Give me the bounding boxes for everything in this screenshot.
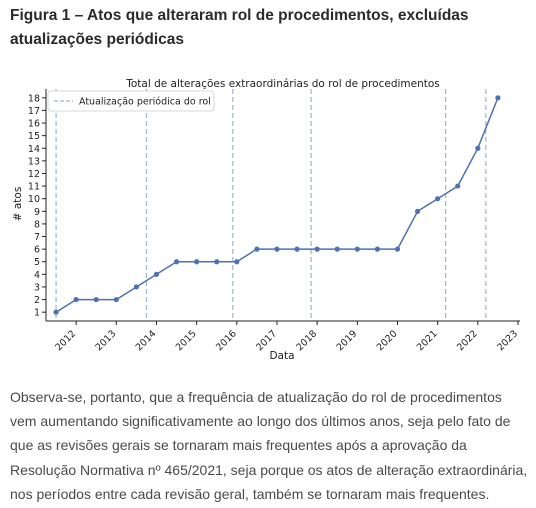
data-point xyxy=(173,259,180,265)
x-tick-label: 2020 xyxy=(375,328,400,353)
data-point xyxy=(234,259,240,265)
y-tick-label: 5 xyxy=(34,257,40,268)
x-tick-label: 2018 xyxy=(294,328,319,353)
data-point xyxy=(133,284,139,290)
x-tick-label: 2014 xyxy=(134,328,159,353)
data-point xyxy=(254,246,260,252)
y-tick-label: 9 xyxy=(34,207,40,218)
data-point xyxy=(93,296,99,303)
data-point xyxy=(194,259,200,265)
y-tick-label: 15 xyxy=(28,131,40,142)
x-tick-label: 2012 xyxy=(53,328,78,353)
y-tick-label: 12 xyxy=(28,169,40,180)
data-point xyxy=(113,296,119,303)
legend-box xyxy=(47,90,215,112)
data-point xyxy=(214,259,220,265)
x-tick-label: 2019 xyxy=(335,328,360,353)
y-tick-label: 7 xyxy=(34,232,40,243)
data-point xyxy=(314,246,320,252)
data-point xyxy=(455,183,461,189)
y-tick-label: 11 xyxy=(28,182,40,193)
x-tick-label: 2022 xyxy=(455,328,480,353)
x-tick-label: 2013 xyxy=(94,328,119,353)
y-tick-label: 16 xyxy=(28,119,40,130)
data-point xyxy=(153,271,160,277)
y-tick-label: 13 xyxy=(28,156,40,167)
y-tick-label: 8 xyxy=(34,219,40,230)
data-point xyxy=(475,145,481,151)
y-tick-label: 6 xyxy=(34,245,40,256)
y-tick-label: 1 xyxy=(34,308,40,319)
x-tick-label: 2015 xyxy=(174,328,199,353)
data-point xyxy=(294,246,300,252)
legend: Atualização periódica do rol xyxy=(47,90,215,112)
y-axis-label: # atos xyxy=(12,187,24,222)
chart-title: Total de alterações extraordinárias do r… xyxy=(125,78,440,90)
data-point xyxy=(53,309,59,315)
body-paragraph: Observa-se, portanto, que a frequência d… xyxy=(10,389,528,502)
data-point xyxy=(495,95,501,101)
y-tick-label: 14 xyxy=(28,144,40,155)
figure-title: Figura 1 – Atos que alteraram rol de pro… xyxy=(10,7,469,48)
y-tick-label: 2 xyxy=(34,295,40,306)
x-tick-label: 2023 xyxy=(495,328,520,353)
data-point xyxy=(394,246,401,252)
data-point xyxy=(374,246,380,252)
data-point xyxy=(435,196,441,202)
y-tick-label: 17 xyxy=(28,106,40,117)
data-point xyxy=(73,296,79,303)
data-point xyxy=(334,246,340,252)
x-tick-label: 2016 xyxy=(214,328,239,353)
data-point xyxy=(274,246,280,252)
series-line xyxy=(55,97,499,313)
data-point xyxy=(414,208,421,214)
x-tick-label: 2021 xyxy=(415,328,440,353)
legend-label: Atualização periódica do rol xyxy=(79,97,211,108)
x-axis-label: Data xyxy=(269,350,294,362)
y-tick-label: 4 xyxy=(34,270,40,281)
y-tick-label: 3 xyxy=(34,282,40,293)
y-tick-label: 10 xyxy=(28,194,40,205)
y-tick-label: 18 xyxy=(28,93,40,104)
data-point xyxy=(354,246,360,252)
